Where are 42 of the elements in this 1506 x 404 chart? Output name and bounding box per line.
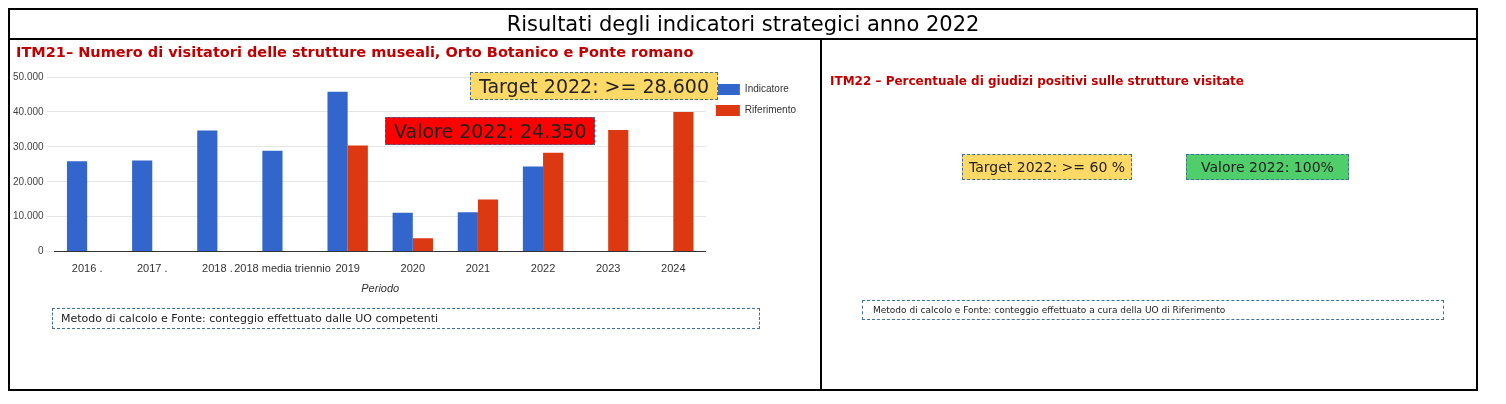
- legend-label: Indicatore: [744, 83, 790, 95]
- x-tick-label: 2020: [400, 262, 426, 275]
- x-tick-label: 2018 media triennio: [234, 262, 331, 275]
- bar: [347, 145, 368, 252]
- text: Risultati degli indicatori strategici anno 2022: [10, 10, 1476, 40]
- y-tick-label: 40.000: [12, 105, 45, 117]
- y-tick-label: 10.000: [12, 210, 45, 222]
- x-tick-label: 2017 .: [136, 262, 168, 275]
- x-tick-label: 2023: [595, 262, 621, 275]
- annotation: Valore 2022: 24.350: [385, 117, 596, 145]
- y-tick-label: 0: [38, 245, 45, 257]
- text: Metodo di calcolo e Fonte: conteggio effettuato a cura della UO di Riferimento: [862, 300, 1444, 320]
- bar: [608, 130, 629, 252]
- annotation: Target 2022: >= 28.600: [470, 72, 718, 100]
- x-tick-label: 2018 .: [202, 262, 233, 275]
- chart-title: ITM21– Numero di visitatori delle strutture museali, Orto Botanico e Ponte romano: [16, 44, 695, 60]
- bar: [392, 212, 413, 252]
- bar: [197, 130, 218, 252]
- bar: [522, 166, 544, 252]
- y-tick-label: 30.000: [12, 140, 45, 152]
- bar: [477, 199, 499, 252]
- text: Valore 2022: 100%: [1186, 154, 1349, 180]
- legend-label: Riferimento: [744, 104, 797, 116]
- bar: [457, 212, 478, 252]
- text: ITM22 – Percentuale di giudizi positivi sulle strutture visitate: [830, 74, 1245, 88]
- x-tick-label: 2021: [465, 262, 491, 275]
- bar: [262, 150, 283, 252]
- y-tick-label: 50.000: [12, 70, 45, 82]
- bar: [543, 152, 564, 252]
- x-tick-label: 2022: [530, 262, 556, 275]
- bar: [66, 161, 88, 252]
- x-tick-label: 2016 .: [71, 262, 103, 275]
- x-axis-title: Periodo: [361, 282, 400, 295]
- x-tick-label: 2024: [661, 262, 686, 275]
- bar: [132, 160, 153, 252]
- text: Target 2022: >= 60 %: [962, 154, 1133, 180]
- x-tick-label: 2019: [335, 262, 360, 275]
- bar: [327, 91, 348, 252]
- bar: [412, 238, 433, 252]
- y-tick-label: 20.000: [12, 175, 45, 187]
- text: Metodo di calcolo e Fonte: conteggio effettuato dalle UO competenti: [52, 308, 760, 329]
- bar: [673, 111, 694, 252]
